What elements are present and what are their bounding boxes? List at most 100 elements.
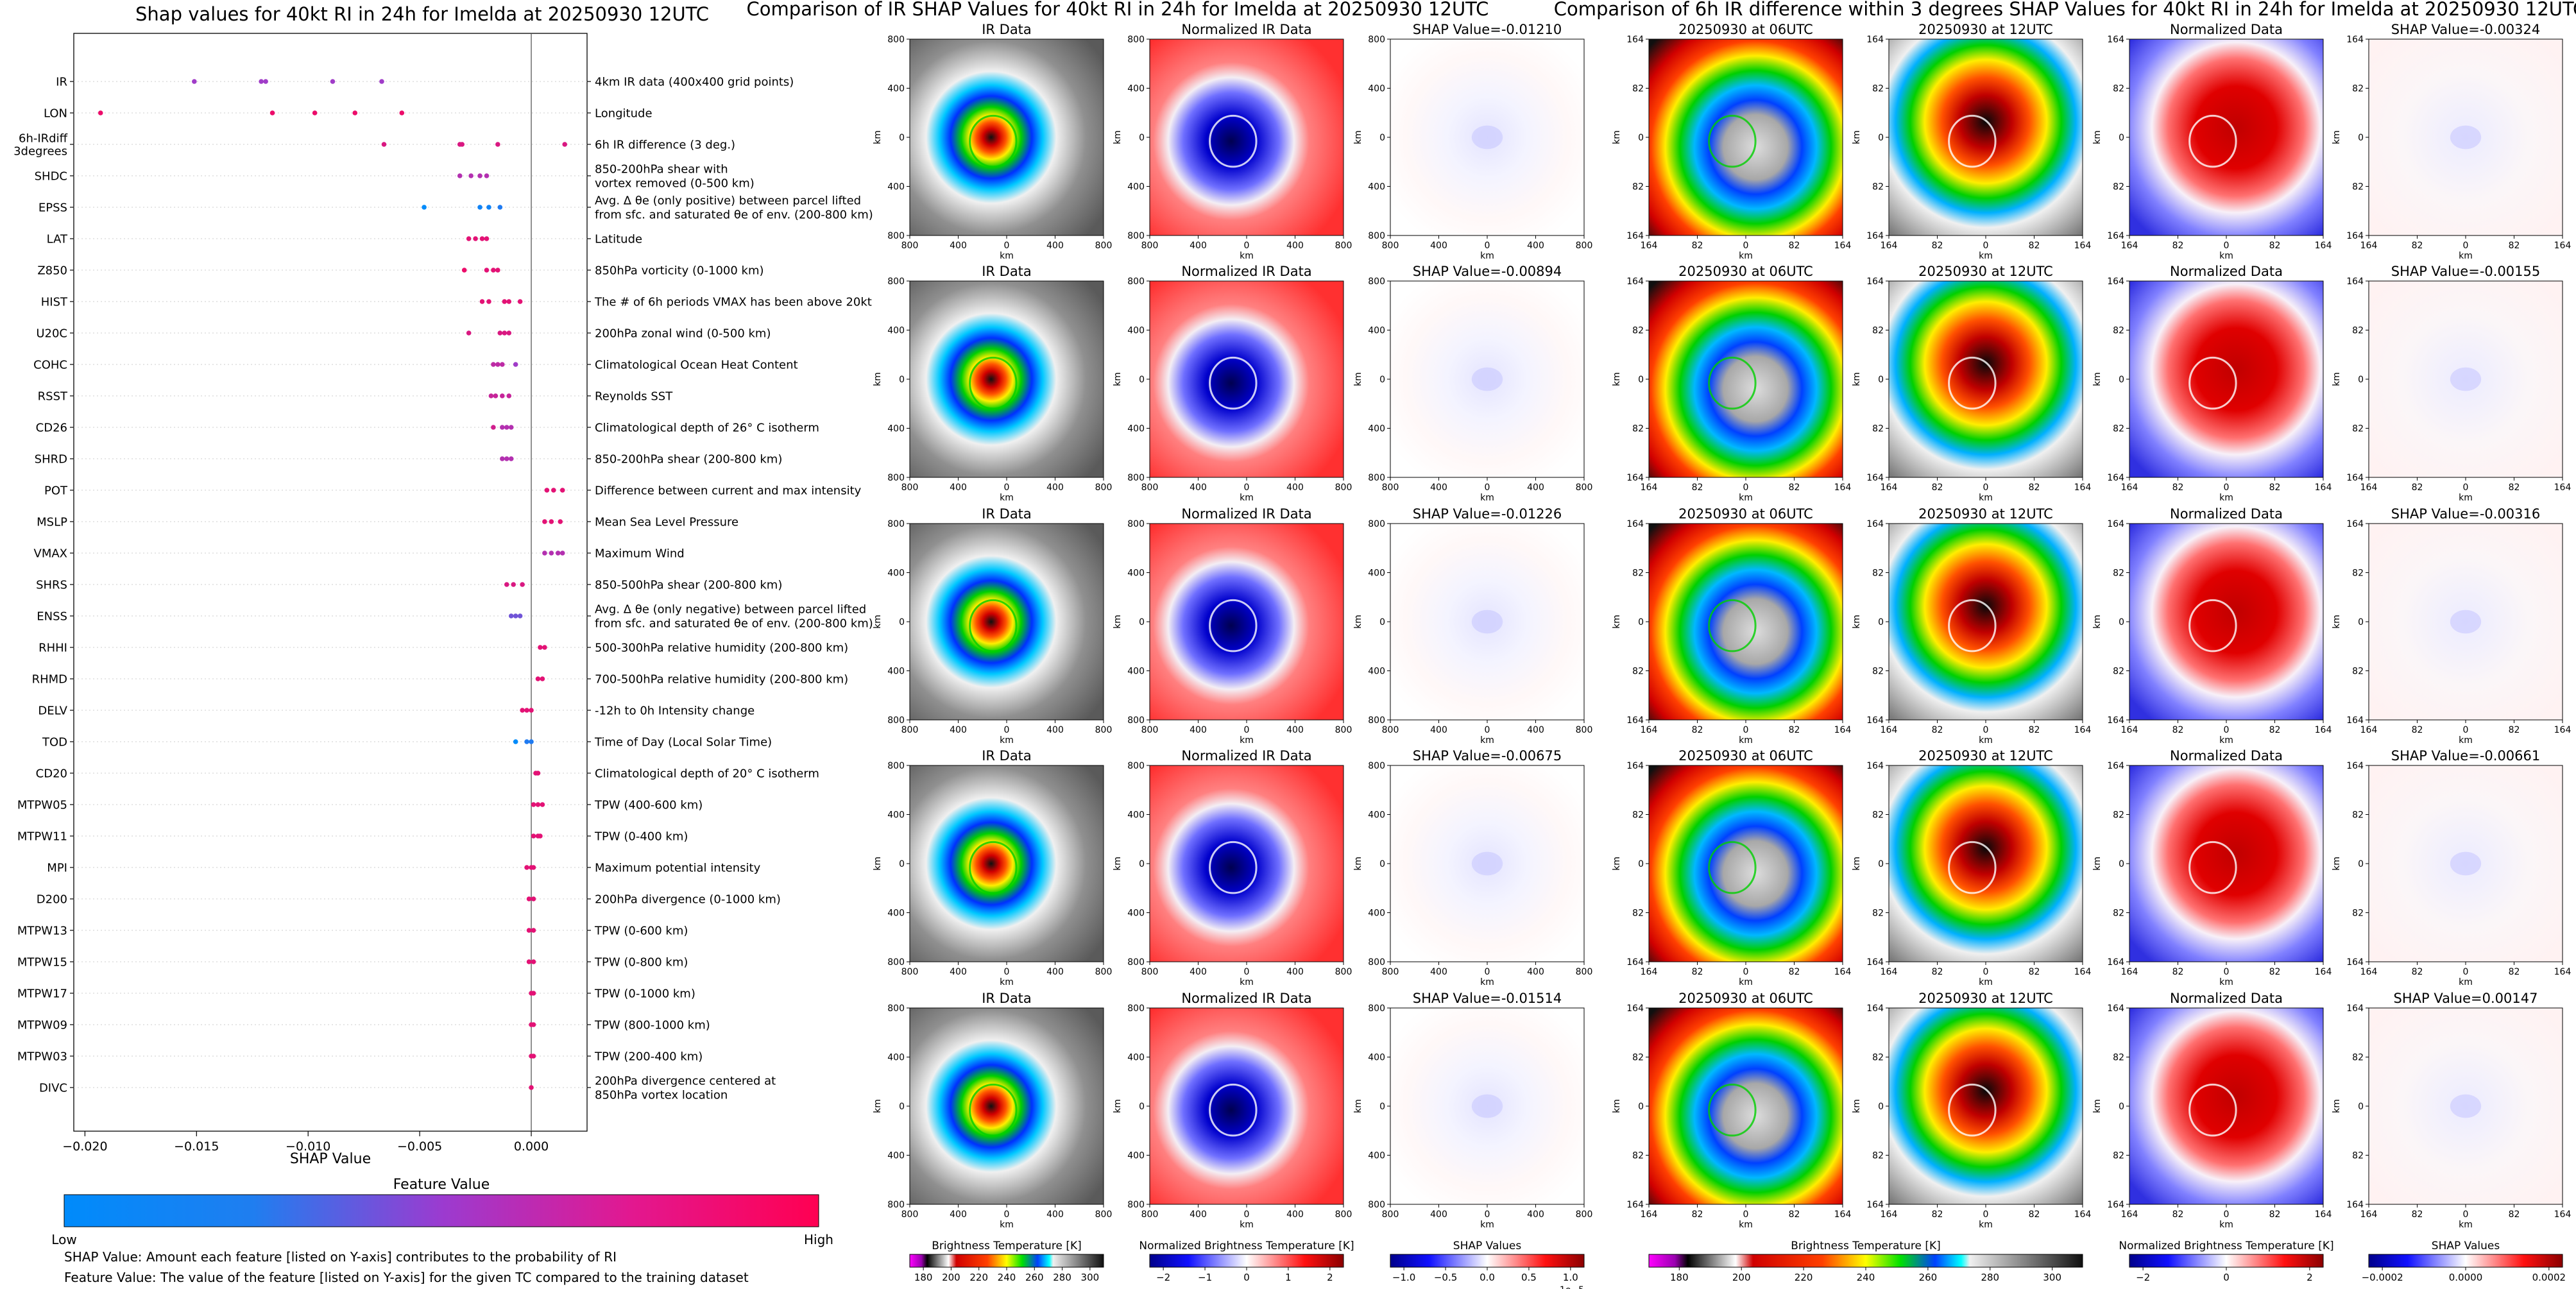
colorbar-title: Normalized Brightness Temperature [K] bbox=[1139, 1240, 1354, 1252]
feature-label: IR bbox=[56, 75, 67, 89]
image-field bbox=[1648, 523, 1843, 721]
ir-section-title: Comparison of IR SHAP Values for 40kt RI… bbox=[747, 0, 1489, 20]
colorbar-tick-label: −0.0002 bbox=[2362, 1272, 2403, 1283]
y-axis-label: km bbox=[1353, 857, 1363, 871]
y-tick-label: 82 bbox=[1872, 84, 1884, 94]
image-field bbox=[1149, 523, 1344, 721]
y-tick-label: 82 bbox=[2352, 84, 2364, 94]
feature-label: U20C bbox=[36, 327, 67, 340]
storm-eye-ring bbox=[1948, 1083, 1997, 1137]
y-tick-label: 0 bbox=[2119, 1102, 2124, 1112]
x-tick-label: 164 bbox=[2360, 241, 2378, 251]
feature-description: TPW (400-600 km) bbox=[594, 798, 703, 812]
y-tick-label: 0 bbox=[1379, 375, 1385, 385]
image-panel: SHAP Value=-0.00316164164828200828216416… bbox=[2332, 506, 2571, 746]
feature-description: Mean Sea Level Pressure bbox=[595, 515, 738, 529]
shap-blob bbox=[1471, 125, 1503, 149]
shap-point bbox=[517, 613, 523, 619]
shap-blob bbox=[2450, 610, 2482, 634]
x-tick-label: 164 bbox=[2121, 241, 2138, 251]
y-tick-label: 800 bbox=[1368, 473, 1385, 483]
feature-description: 850-200hPa shear with vortex removed (0-5… bbox=[595, 162, 755, 190]
x-tick-label: 82 bbox=[1789, 482, 1800, 493]
shap-point bbox=[542, 645, 547, 650]
y-tick-label: 800 bbox=[887, 231, 905, 241]
shap-point bbox=[466, 330, 472, 336]
y-tick-label: 0 bbox=[1379, 617, 1385, 627]
storm-eye-ring bbox=[969, 841, 1018, 894]
x-tick-label: 82 bbox=[1789, 725, 1800, 735]
storm-eye-ring bbox=[1708, 356, 1757, 410]
colorbar-tick-label: 180 bbox=[1670, 1272, 1689, 1283]
x-tick-label: 82 bbox=[1789, 1209, 1800, 1220]
shap-point bbox=[192, 79, 197, 84]
y-tick-label: 164 bbox=[2346, 1200, 2364, 1210]
x-tick-label: −0.020 bbox=[62, 1140, 107, 1154]
y-tick-label: 800 bbox=[1127, 35, 1145, 45]
y-tick-label: 82 bbox=[2352, 667, 2364, 677]
shap-point bbox=[488, 393, 494, 398]
panel-title: IR Data bbox=[982, 264, 1032, 279]
x-tick-label: 164 bbox=[1834, 725, 1852, 735]
colorbar-exponent: 1e−5 bbox=[1560, 1285, 1584, 1289]
x-tick-label: 800 bbox=[1095, 967, 1113, 977]
y-tick-label: 82 bbox=[1872, 326, 1884, 336]
feature-label: EPSS bbox=[38, 201, 67, 214]
x-tick-label: 0 bbox=[1244, 725, 1250, 735]
feature-label: MTPW09 bbox=[17, 1018, 67, 1032]
y-tick-label: 164 bbox=[2107, 957, 2124, 968]
x-axis-label: km bbox=[2459, 735, 2473, 746]
y-tick-label: 164 bbox=[1866, 715, 1884, 726]
x-tick-label: 800 bbox=[901, 482, 919, 493]
y-axis-label: km bbox=[2092, 615, 2103, 629]
x-axis-label: km bbox=[1979, 977, 1993, 987]
x-axis-label: km bbox=[2459, 977, 2473, 987]
shap-point bbox=[511, 582, 516, 587]
x-tick-label: 400 bbox=[950, 967, 967, 977]
storm-eye-ring bbox=[1209, 841, 1258, 894]
x-axis-label: km bbox=[1979, 493, 1993, 503]
y-tick-label: 800 bbox=[887, 715, 905, 726]
x-tick-label: 400 bbox=[1527, 241, 1544, 251]
shap-point bbox=[477, 173, 482, 178]
feature-description: Reynolds SST bbox=[595, 389, 673, 403]
image-field bbox=[1149, 1007, 1344, 1205]
y-tick-label: 0 bbox=[1638, 133, 1644, 143]
x-tick-label: 0 bbox=[1244, 482, 1250, 493]
x-tick-label: 164 bbox=[1641, 967, 1658, 977]
y-tick-label: 800 bbox=[1127, 1200, 1145, 1210]
feature-label: VMAX bbox=[34, 547, 68, 560]
feature-description: Latitude bbox=[595, 232, 642, 246]
panel-title: IR Data bbox=[982, 506, 1032, 522]
feature-label: DELV bbox=[38, 704, 67, 717]
panel-title: Normalized IR Data bbox=[1181, 264, 1311, 279]
shap-point bbox=[549, 519, 554, 524]
colorbar-tick-label: 0 bbox=[1243, 1272, 1250, 1283]
shap-point bbox=[484, 268, 490, 273]
y-axis-label: km bbox=[1852, 857, 1862, 871]
x-axis-label: km bbox=[2459, 1220, 2473, 1230]
image-field bbox=[2129, 765, 2324, 962]
y-tick-label: 800 bbox=[887, 761, 905, 771]
y-tick-label: 400 bbox=[1368, 667, 1385, 677]
x-tick-label: 800 bbox=[1382, 1209, 1399, 1220]
feature-description: 200hPa divergence centered at 850hPa vort… bbox=[595, 1074, 776, 1102]
x-tick-label: 400 bbox=[950, 1209, 967, 1220]
shap-value-title: SHAP Value=-0.00661 bbox=[2391, 748, 2541, 764]
shap-value-title: SHAP Value=-0.00675 bbox=[1413, 748, 1562, 764]
shap-value-title: SHAP Value=-0.01226 bbox=[1413, 506, 1562, 522]
shap-point bbox=[493, 393, 499, 398]
y-axis-label: km bbox=[1353, 372, 1363, 386]
y-tick-label: 800 bbox=[1368, 277, 1385, 287]
y-tick-label: 800 bbox=[887, 473, 905, 483]
storm-eye-ring bbox=[2188, 114, 2237, 168]
feature-description: Climatological depth of 26° C isotherm bbox=[595, 421, 819, 434]
x-tick-label: 82 bbox=[2509, 725, 2520, 735]
summary-plot-area bbox=[73, 33, 588, 1132]
y-axis-label: km bbox=[1852, 1099, 1862, 1113]
x-tick-label: 164 bbox=[1881, 241, 1898, 251]
image-panel: SHAP Value=0.001471641648282008282164164… bbox=[2332, 991, 2571, 1230]
shap-point bbox=[330, 79, 336, 84]
colorbar: Normalized Brightness Temperature [K] −2 −… bbox=[1139, 1240, 1354, 1283]
